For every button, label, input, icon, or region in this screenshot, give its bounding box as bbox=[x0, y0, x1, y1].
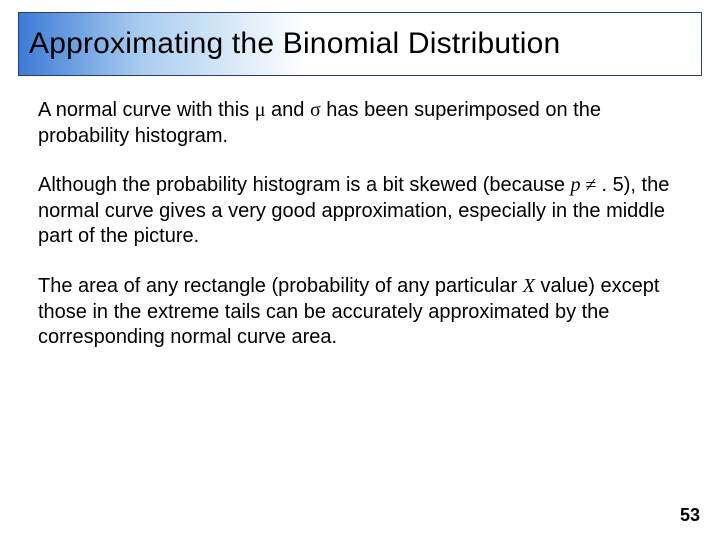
p2-text-a: Although the probability histogram is a … bbox=[38, 174, 571, 196]
p1-text-b: and bbox=[265, 99, 309, 121]
x-italic: X bbox=[523, 275, 535, 297]
paragraph-1: A normal curve with this μ and σ has bee… bbox=[38, 98, 682, 149]
p3-text-a: The area of any rectangle (probability o… bbox=[38, 275, 523, 297]
slide-title: Approximating the Binomial Distribution bbox=[19, 27, 560, 61]
title-background: Approximating the Binomial Distribution bbox=[18, 12, 702, 76]
neq-symbol: ≠ bbox=[581, 174, 602, 196]
paragraph-3: The area of any rectangle (probability o… bbox=[38, 274, 682, 351]
p1-text-a: A normal curve with this bbox=[38, 99, 255, 121]
body-text: A normal curve with this μ and σ has bee… bbox=[38, 98, 682, 375]
paragraph-2: Although the probability histogram is a … bbox=[38, 173, 682, 250]
p-italic: p bbox=[571, 174, 581, 196]
page-number: 53 bbox=[680, 505, 700, 526]
title-container: Approximating the Binomial Distribution bbox=[18, 12, 702, 76]
sigma-symbol: σ bbox=[310, 99, 321, 121]
slide: Approximating the Binomial Distribution … bbox=[0, 0, 720, 540]
mu-symbol: μ bbox=[255, 99, 266, 121]
